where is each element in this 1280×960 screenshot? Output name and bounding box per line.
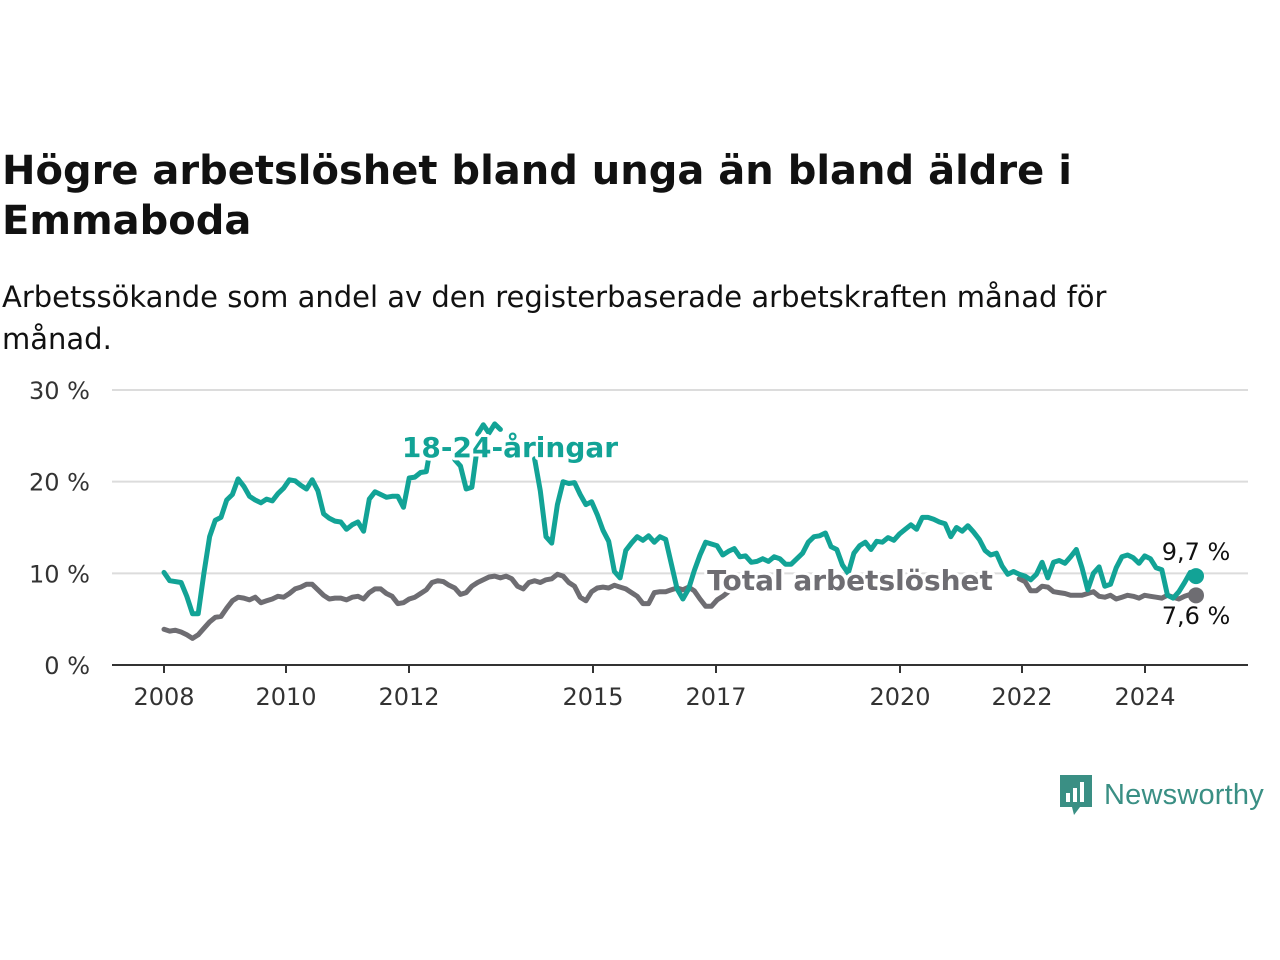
- y-axis-tick-labels: 0 % 10 % 20 % 30 %: [29, 377, 90, 680]
- y-tick-label: 20 %: [29, 469, 90, 497]
- x-tick-label: 2022: [991, 683, 1052, 711]
- chart-subtitle: Arbetssökande som andel av den registerb…: [2, 280, 1107, 356]
- end-value-label-youth: 9,7 %: [1162, 538, 1231, 566]
- x-tick-label: 2012: [378, 683, 439, 711]
- end-point-total: [1188, 587, 1204, 604]
- x-tick-label: 2020: [869, 683, 930, 711]
- x-tick-label: 2008: [133, 683, 194, 711]
- newsworthy-logo[interactable]: Newsworthy: [1058, 773, 1264, 817]
- series-line-youth: [532, 456, 1199, 602]
- brand-name: Newsworthy: [1104, 778, 1264, 811]
- y-tick-label: 0 %: [44, 652, 90, 680]
- end-value-label-total: 7,6 %: [1162, 602, 1231, 630]
- x-tick-label: 2015: [562, 683, 623, 711]
- x-tick-label: 2017: [685, 683, 746, 711]
- series-annotations: 18-24-åringar Total arbetslöshet 9,7 % 7,6 …: [399, 428, 1231, 630]
- chart-title: Högre arbetslöshet bland unga än bland ä…: [2, 148, 1072, 244]
- series-lines: [161, 421, 1199, 641]
- x-axis-tick-labels: 2008 2010 2012 2015 2017 2020 2022 2024: [133, 665, 1176, 711]
- series-label-total: Total arbetslöshet: [707, 564, 993, 597]
- series-line-youth: [475, 421, 503, 437]
- y-tick-label: 30 %: [29, 377, 90, 405]
- x-tick-label: 2024: [1114, 683, 1175, 711]
- y-tick-label: 10 %: [29, 560, 90, 588]
- newsworthy-bar-chart-icon: [1060, 775, 1092, 815]
- series-line-total: [161, 571, 743, 641]
- gridlines: [112, 389, 1248, 666]
- end-point-youth: [1188, 568, 1204, 585]
- series-label-youth: 18-24-åringar: [402, 431, 618, 464]
- x-tick-label: 2010: [255, 683, 316, 711]
- series-line-youth: [452, 442, 481, 492]
- series-line-youth: [161, 437, 441, 617]
